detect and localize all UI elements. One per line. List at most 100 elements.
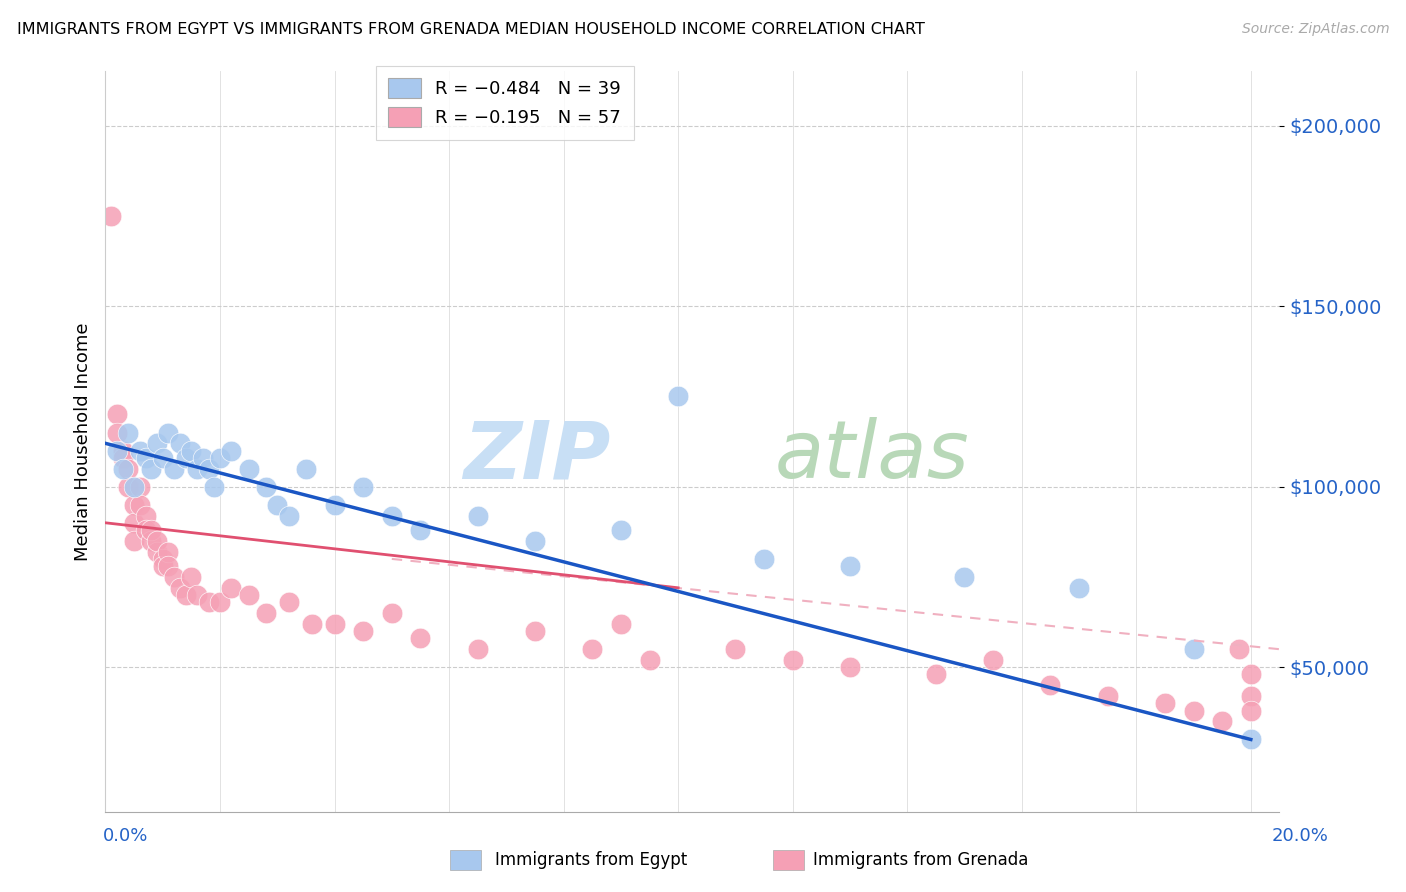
Text: atlas: atlas bbox=[775, 417, 969, 495]
Point bbox=[1227, 642, 1250, 657]
Point bbox=[1182, 642, 1205, 657]
Point bbox=[638, 653, 661, 667]
Point bbox=[122, 498, 145, 512]
Point bbox=[180, 570, 202, 584]
Point bbox=[208, 450, 231, 465]
Point bbox=[467, 642, 489, 657]
Point bbox=[186, 588, 208, 602]
Point bbox=[152, 559, 174, 574]
Point bbox=[352, 624, 374, 639]
Point bbox=[352, 480, 374, 494]
Point bbox=[238, 588, 260, 602]
Point bbox=[409, 632, 432, 646]
Point bbox=[128, 443, 150, 458]
Text: 20.0%: 20.0% bbox=[1272, 827, 1329, 845]
Point bbox=[117, 480, 139, 494]
Point bbox=[1240, 732, 1263, 747]
Point bbox=[925, 667, 948, 681]
Point bbox=[202, 480, 225, 494]
Point bbox=[163, 461, 186, 475]
Point bbox=[839, 660, 862, 674]
Point bbox=[135, 450, 157, 465]
Point bbox=[221, 443, 243, 458]
Point bbox=[1211, 714, 1233, 729]
Point bbox=[191, 450, 214, 465]
Point bbox=[1240, 689, 1263, 703]
Point bbox=[221, 581, 243, 595]
Point bbox=[295, 461, 318, 475]
Point bbox=[266, 498, 288, 512]
Point bbox=[157, 544, 180, 558]
Point bbox=[238, 461, 260, 475]
Point bbox=[323, 498, 346, 512]
Point bbox=[277, 508, 299, 523]
Point bbox=[111, 461, 134, 475]
Point bbox=[197, 461, 219, 475]
Point bbox=[301, 616, 323, 631]
Y-axis label: Median Household Income: Median Household Income bbox=[73, 322, 91, 561]
Point bbox=[141, 461, 163, 475]
Point bbox=[323, 616, 346, 631]
Point bbox=[1039, 678, 1062, 692]
Point bbox=[523, 533, 546, 548]
Point bbox=[163, 570, 186, 584]
Point bbox=[105, 425, 128, 440]
Point bbox=[122, 533, 145, 548]
Point bbox=[152, 450, 174, 465]
Point bbox=[135, 523, 157, 537]
Point bbox=[122, 480, 145, 494]
Point bbox=[254, 480, 277, 494]
Point bbox=[128, 480, 150, 494]
Point bbox=[105, 408, 128, 422]
Point bbox=[122, 516, 145, 530]
Point bbox=[1067, 581, 1090, 595]
Point bbox=[1240, 667, 1263, 681]
Point bbox=[100, 209, 122, 223]
Legend: R = −0.484   N = 39, R = −0.195   N = 57: R = −0.484 N = 39, R = −0.195 N = 57 bbox=[375, 66, 634, 140]
Point bbox=[117, 425, 139, 440]
Point bbox=[111, 450, 134, 465]
Point bbox=[174, 450, 197, 465]
Point bbox=[105, 443, 128, 458]
Point bbox=[981, 653, 1004, 667]
Point bbox=[141, 523, 163, 537]
Point bbox=[724, 642, 747, 657]
Point bbox=[152, 552, 174, 566]
Point bbox=[381, 508, 404, 523]
Point bbox=[111, 443, 134, 458]
Point bbox=[169, 436, 191, 450]
Point bbox=[157, 559, 180, 574]
Text: IMMIGRANTS FROM EGYPT VS IMMIGRANTS FROM GRENADA MEDIAN HOUSEHOLD INCOME CORRELA: IMMIGRANTS FROM EGYPT VS IMMIGRANTS FROM… bbox=[17, 22, 925, 37]
Point bbox=[197, 595, 219, 609]
Point bbox=[128, 498, 150, 512]
Text: 0.0%: 0.0% bbox=[103, 827, 148, 845]
Point bbox=[953, 570, 976, 584]
Point bbox=[409, 523, 432, 537]
Point bbox=[146, 436, 169, 450]
Point bbox=[208, 595, 231, 609]
Point bbox=[752, 552, 775, 566]
Point bbox=[169, 581, 191, 595]
Point bbox=[1097, 689, 1119, 703]
Point bbox=[467, 508, 489, 523]
Point bbox=[157, 425, 180, 440]
Point bbox=[277, 595, 299, 609]
Point bbox=[141, 533, 163, 548]
Point bbox=[1182, 704, 1205, 718]
Point bbox=[523, 624, 546, 639]
Point bbox=[135, 508, 157, 523]
Point bbox=[610, 616, 633, 631]
Point bbox=[581, 642, 603, 657]
Point bbox=[381, 606, 404, 620]
Point bbox=[254, 606, 277, 620]
Point bbox=[782, 653, 804, 667]
Point bbox=[180, 443, 202, 458]
Point bbox=[666, 389, 689, 403]
Point bbox=[186, 461, 208, 475]
Point bbox=[1240, 704, 1263, 718]
Point bbox=[146, 544, 169, 558]
Point bbox=[839, 559, 862, 574]
Text: Immigrants from Grenada: Immigrants from Grenada bbox=[813, 851, 1028, 869]
Point bbox=[610, 523, 633, 537]
Text: Immigrants from Egypt: Immigrants from Egypt bbox=[495, 851, 688, 869]
